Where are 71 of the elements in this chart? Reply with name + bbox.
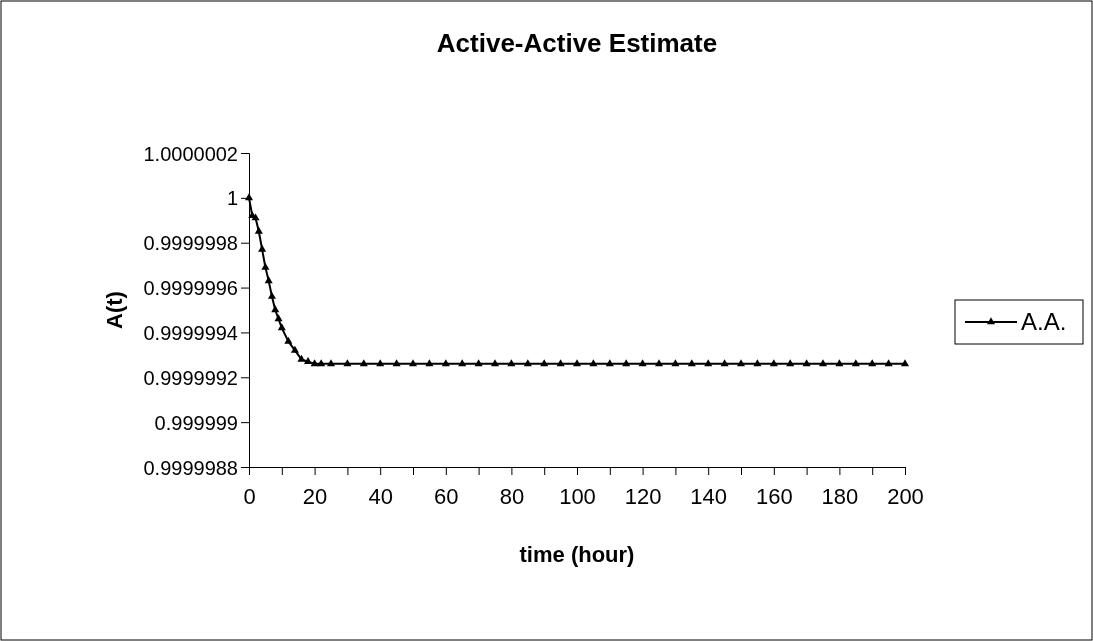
y-tick-label: 0.9999994 [143, 321, 238, 344]
point [556, 359, 565, 367]
point [425, 359, 434, 367]
x-tick-label: 200 [887, 484, 924, 510]
x-tick-label: 80 [499, 484, 525, 510]
point [769, 359, 778, 367]
point [343, 359, 352, 367]
point [622, 359, 631, 367]
x-tick-label: 20 [302, 484, 328, 510]
point [589, 359, 598, 367]
point [458, 359, 467, 367]
point [868, 359, 877, 367]
x-tick-label: 180 [821, 484, 859, 510]
point [572, 359, 582, 367]
point [851, 359, 860, 367]
point [605, 359, 614, 367]
point [802, 359, 811, 367]
point [900, 359, 910, 367]
point [687, 359, 696, 367]
point [818, 359, 828, 367]
x-tick-label: 40 [368, 484, 393, 510]
point [254, 226, 263, 234]
point [835, 359, 844, 367]
point [671, 359, 680, 367]
y-tick-label: 0.999999 [154, 411, 238, 434]
point [474, 359, 483, 367]
point [290, 345, 299, 353]
y-tick-label: 0.9999996 [143, 277, 238, 300]
x-tick-label: 140 [690, 484, 728, 510]
point [507, 359, 516, 367]
point [376, 359, 385, 367]
point [310, 359, 319, 367]
y-tick-label: 1.0000002 [143, 142, 238, 165]
x-tick-label: 120 [624, 484, 662, 510]
x-tick-label: 60 [434, 484, 459, 510]
point [264, 276, 273, 284]
point [408, 359, 418, 367]
point [267, 291, 276, 299]
y-tick-label: 1 [226, 187, 238, 210]
x-tick-label: 100 [559, 484, 596, 510]
y-tick-label: 0.9999988 [143, 456, 238, 479]
point [654, 359, 664, 367]
point [490, 359, 500, 367]
point [540, 359, 549, 367]
x-tick-label: 0 [243, 484, 256, 510]
point [258, 244, 267, 252]
x-axis-title: time (hour) [519, 542, 635, 567]
point [244, 193, 254, 201]
x-tick-label: 160 [755, 484, 793, 510]
point [297, 354, 306, 362]
point [704, 359, 713, 367]
point [638, 359, 647, 367]
point [441, 359, 450, 367]
point [326, 359, 336, 367]
point [261, 262, 270, 270]
y-axis-title: A(t) [102, 291, 127, 329]
point [392, 359, 401, 367]
point [317, 359, 326, 367]
point [720, 359, 729, 367]
point [753, 359, 762, 367]
y-tick-label: 0.9999992 [143, 366, 238, 389]
point [736, 359, 746, 367]
chart-title: Active-Active Estimate [436, 28, 718, 58]
point [284, 336, 293, 344]
y-tick-label: 0.9999998 [143, 232, 238, 255]
point [884, 359, 893, 367]
point [304, 356, 313, 364]
point [786, 359, 795, 367]
point [523, 359, 532, 367]
point [359, 359, 368, 367]
legend-label: A.A. [1021, 308, 1067, 336]
